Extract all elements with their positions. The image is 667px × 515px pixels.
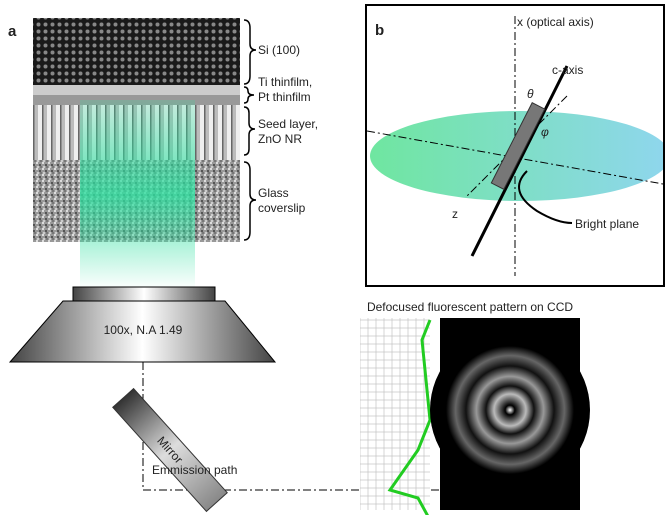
theta: θ xyxy=(527,87,534,101)
objective-label: 100x, N.A 1.49 xyxy=(104,323,183,337)
layer-label: Pt thinfilm xyxy=(258,90,311,104)
figure: a Si (100) Ti thinfilm, Pt thinfilm Seed… xyxy=(0,0,667,515)
phi: φ xyxy=(541,125,549,139)
panel-label: b xyxy=(375,22,384,39)
layer-label: coverslip xyxy=(258,201,306,215)
layer-label: Glass xyxy=(258,186,289,200)
ccd-title: Defocused fluorescent pattern on CCD xyxy=(367,300,573,314)
x-axis-label: x (optical axis) xyxy=(517,15,594,29)
ring-pattern xyxy=(430,330,590,490)
layer-label: Si (100) xyxy=(258,43,300,57)
braces xyxy=(244,20,256,240)
path-label: Emmission path xyxy=(152,463,237,477)
c-axis-label: c-axis xyxy=(552,63,583,77)
ti-layer xyxy=(33,85,240,95)
beam xyxy=(80,100,195,290)
panel-label: a xyxy=(8,23,17,40)
layer-label: Ti thinfilm, xyxy=(258,75,312,89)
mirror: Mirror xyxy=(113,389,227,512)
layer-label: Seed layer, xyxy=(258,117,318,131)
si-layer xyxy=(33,18,240,85)
bright-plane-label: Bright plane xyxy=(575,217,639,231)
z-axis-label: z xyxy=(452,207,458,221)
objective-top xyxy=(73,287,215,301)
layer-label: ZnO NR xyxy=(258,132,302,146)
